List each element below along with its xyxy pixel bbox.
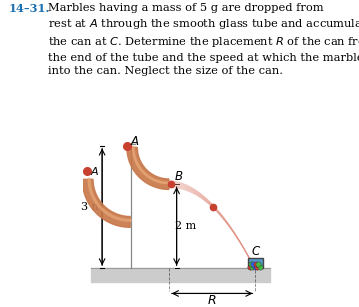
Text: $B$: $B$ bbox=[174, 170, 183, 183]
Text: $A$: $A$ bbox=[130, 134, 140, 148]
Bar bbox=[248, 258, 263, 268]
Text: 14–31.: 14–31. bbox=[9, 3, 50, 14]
Polygon shape bbox=[127, 147, 169, 189]
Text: $A$: $A$ bbox=[89, 165, 99, 177]
Polygon shape bbox=[82, 179, 130, 227]
Text: Marbles having a mass of 5 g are dropped from
rest at $A$ through the smooth gla: Marbles having a mass of 5 g are dropped… bbox=[48, 3, 359, 76]
Text: 2 m: 2 m bbox=[175, 221, 196, 231]
Text: 3 m: 3 m bbox=[81, 202, 102, 212]
Text: $R$: $R$ bbox=[208, 294, 217, 307]
Text: $C$: $C$ bbox=[251, 245, 261, 258]
